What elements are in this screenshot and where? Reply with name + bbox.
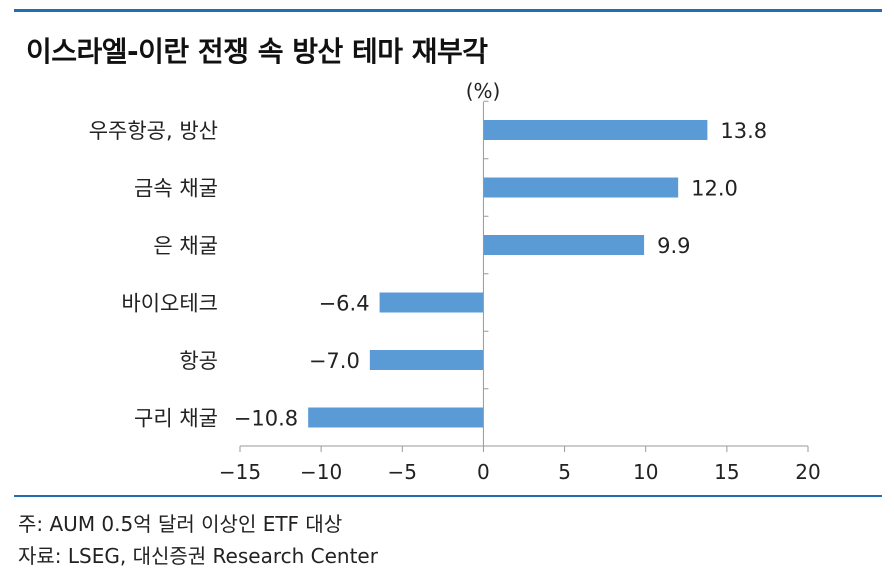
- x-tick-label: −5: [388, 460, 417, 484]
- x-tick-label: −15: [219, 460, 261, 484]
- bar-value-label: 9.9: [657, 234, 690, 258]
- axis-layer: −15 −10 −5 0 5 10 15 20: [219, 100, 821, 484]
- x-tick-label: −10: [300, 460, 342, 484]
- x-tick-label: 15: [714, 460, 739, 484]
- bar: [379, 292, 484, 313]
- bar-value-label: −6.4: [319, 292, 370, 316]
- category-label: 우주항공, 방산: [89, 119, 218, 143]
- footnote: 주: AUM 0.5억 달러 이상인 ETF 대상: [18, 512, 343, 536]
- unit-label: (%): [466, 79, 501, 103]
- bar: [483, 120, 708, 140]
- bar-value-label: 12.0: [691, 177, 738, 201]
- x-tick-label: 0: [477, 460, 490, 484]
- bar: [369, 350, 484, 370]
- bar-value-label: 13.8: [720, 119, 767, 143]
- x-tick-label: 5: [558, 460, 571, 484]
- bar: [483, 177, 679, 198]
- x-tick-label: 10: [633, 460, 658, 484]
- category-label: 바이오테크: [121, 292, 218, 316]
- bars-layer: 13.8 우주항공, 방산 12.0 금속 채굴 9.9 은 채굴 −6.4 바이오테크 −7.…: [89, 119, 767, 431]
- bar: [308, 407, 484, 428]
- category-label: 은 채굴: [153, 234, 218, 258]
- category-label: 구리 채굴: [134, 407, 218, 431]
- chart-title: 이스라엘-이란 전쟁 속 방산 테마 재부각: [26, 35, 488, 68]
- x-tick-label: 20: [795, 460, 820, 484]
- bar-value-label: −7.0: [309, 349, 360, 373]
- category-label: 항공: [179, 349, 218, 373]
- source-note: 자료: LSEG, 대신증권 Research Center: [18, 544, 378, 568]
- bar: [483, 235, 645, 255]
- bar-value-label: −10.8: [234, 407, 298, 431]
- top-rule: [14, 9, 882, 12]
- bottom-rule: [14, 495, 882, 497]
- category-label: 금속 채굴: [134, 177, 218, 201]
